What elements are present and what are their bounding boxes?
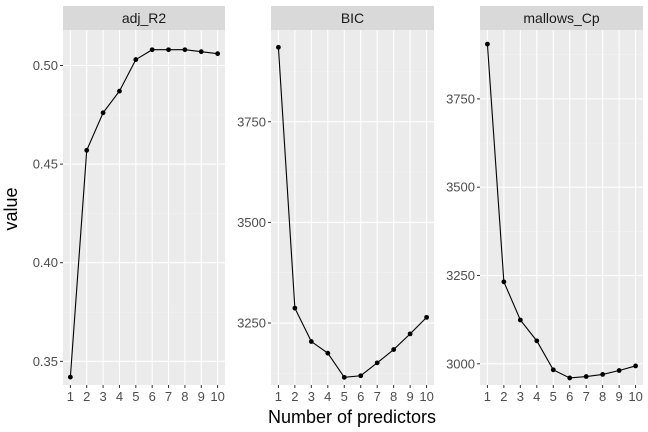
data-point: [100, 110, 106, 116]
data-point: [67, 374, 73, 380]
y-tick-label: 3750: [446, 91, 475, 106]
data-point: [325, 350, 331, 356]
y-tick-label: 3500: [237, 215, 266, 230]
y-tick-label: 3750: [237, 114, 266, 129]
facet-strip: [271, 6, 434, 30]
data-point: [117, 88, 122, 94]
data-point: [407, 331, 413, 337]
facet-strip: [63, 6, 225, 30]
y-tick-label: 0.35: [33, 354, 58, 369]
panel-bic: BIC 3250 3500 3750 1 2 3 4 5 6 7 8 9 10: [237, 6, 434, 404]
panel-background: [63, 30, 225, 385]
facet-strip-label: mallows_Cp: [523, 10, 599, 26]
x-tick-label: 5: [341, 389, 348, 404]
y-axis-title: value: [1, 187, 21, 230]
panel-background: [271, 30, 434, 385]
x-tick-label: 5: [550, 389, 557, 404]
x-tick-label: 1: [275, 389, 282, 404]
series-line: [277, 47, 427, 378]
x-tick-label: 10: [210, 389, 224, 404]
x-tick-label: 10: [628, 389, 642, 404]
x-tick-label: 3: [99, 389, 106, 404]
y-tick-label: 3500: [446, 180, 475, 195]
x-tick-label: 1: [67, 389, 74, 404]
x-axis-title: Number of predictors: [268, 407, 436, 427]
y-tick-label: 3000: [446, 356, 475, 371]
data-point: [424, 314, 429, 320]
data-point: [501, 279, 507, 285]
data-point: [308, 339, 314, 344]
x-tick-label: 7: [165, 389, 172, 404]
data-point: [391, 347, 397, 352]
series-line: [69, 49, 218, 378]
y-tick-label: 0.45: [33, 157, 58, 172]
data-point: [276, 44, 281, 50]
x-tick-label: 4: [533, 389, 540, 404]
panel-mallows-cp: mallows_Cp 3000 3250 3500 3750 1 2 3 4 5 6 7 8 9 10: [446, 6, 643, 404]
y-tick-label: 3250: [446, 268, 475, 283]
x-tick-label: 8: [599, 389, 606, 404]
data-point: [583, 374, 589, 379]
x-tick-label: 9: [407, 389, 414, 404]
x-tick-label: 2: [83, 389, 90, 404]
data-point: [374, 360, 380, 366]
x-tick-label: 6: [149, 389, 156, 404]
x-tick-label: 1: [484, 389, 491, 404]
x-tick-label: 9: [198, 389, 205, 404]
x-tick-label: 4: [324, 389, 331, 404]
panel-adj-r2: adj_R2 0.35 0.40 0.45 0.50 1 2 3 4 5 6 7 8 9 10: [33, 6, 225, 404]
data-point: [616, 368, 622, 373]
facet-strip-label: BIC: [341, 10, 364, 26]
data-point: [166, 47, 171, 53]
x-tick-label: 6: [566, 389, 573, 404]
data-point: [534, 338, 540, 344]
data-point: [182, 47, 188, 53]
x-tick-label: 2: [291, 389, 298, 404]
data-point: [198, 49, 204, 55]
data-point: [567, 375, 573, 381]
y-tick-label: 3250: [237, 316, 266, 331]
chart-panels: adj_R20.350.400.450.501 2 3 4 5 6 7 8 9 10BIC3250…: [33, 6, 643, 404]
panel-background: [480, 30, 643, 385]
data-point: [133, 57, 139, 62]
x-tick-label: 4: [116, 389, 123, 404]
x-tick-label: 7: [374, 389, 381, 404]
data-point: [215, 51, 221, 57]
x-tick-label: 3: [517, 389, 524, 404]
x-tick-label: 8: [181, 389, 188, 404]
data-point: [149, 47, 155, 53]
facet-strip-label: adj_R2: [122, 10, 167, 26]
x-tick-label: 9: [616, 389, 623, 404]
y-tick-label: 0.50: [33, 58, 58, 73]
data-point: [292, 305, 298, 311]
data-point: [600, 372, 606, 377]
data-point: [550, 367, 556, 373]
data-point: [358, 373, 364, 379]
x-tick-label: 5: [132, 389, 139, 404]
x-tick-label: 6: [357, 389, 364, 404]
data-point: [633, 363, 638, 369]
y-tick-label: 0.40: [33, 255, 58, 270]
x-tick-label: 10: [419, 389, 433, 404]
x-tick-label: 3: [308, 389, 315, 404]
x-tick-label: 8: [390, 389, 397, 404]
data-point: [341, 374, 347, 380]
series-line: [486, 44, 636, 379]
x-tick-label: 7: [583, 389, 590, 404]
x-tick-label: 2: [500, 389, 507, 404]
data-point: [485, 41, 490, 47]
data-point: [84, 147, 90, 153]
facet-strip: [480, 6, 643, 30]
data-point: [517, 317, 523, 323]
